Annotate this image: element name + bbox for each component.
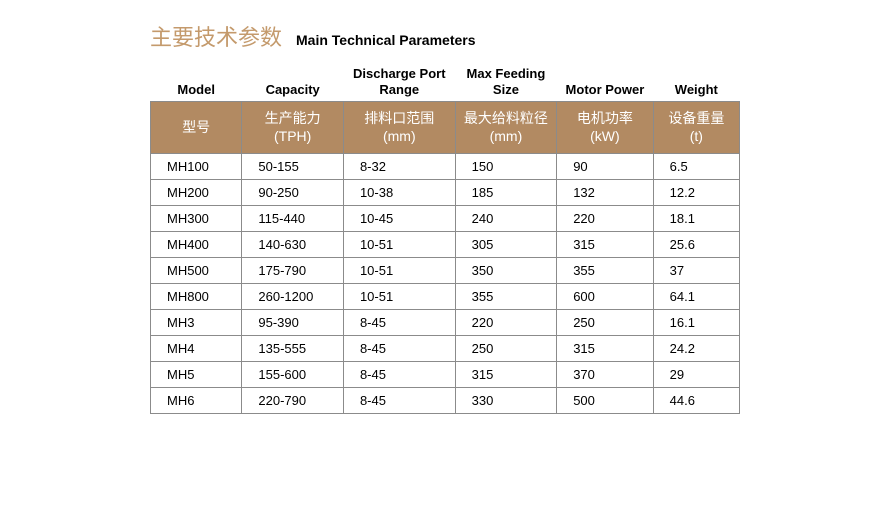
title-chinese: 主要技术参数 xyxy=(150,20,282,52)
table-cell: 350 xyxy=(455,258,557,284)
table-cell: 90 xyxy=(557,154,653,180)
table-cell: 10-38 xyxy=(343,180,455,206)
table-head-chinese: 型号 生产能力(TPH) 排料口范围(mm) 最大给料粒径(mm) 电机功率(k… xyxy=(151,102,740,154)
col-header-capacity: Capacity xyxy=(242,62,344,102)
col-header-cn-capacity: 生产能力(TPH) xyxy=(242,102,344,154)
table-row: MH20090-25010-3818513212.2 xyxy=(151,180,740,206)
spec-table-container: 主要技术参数 Main Technical Parameters Model C… xyxy=(0,20,890,414)
table-cell: MH4 xyxy=(151,336,242,362)
table-row: MH6220-7908-4533050044.6 xyxy=(151,388,740,414)
table-cell: MH200 xyxy=(151,180,242,206)
table-cell: 220-790 xyxy=(242,388,344,414)
table-cell: 500 xyxy=(557,388,653,414)
table-cell: 10-45 xyxy=(343,206,455,232)
table-cell: 330 xyxy=(455,388,557,414)
table-cell: 240 xyxy=(455,206,557,232)
table-cell: 29 xyxy=(653,362,739,388)
table-cell: 8-45 xyxy=(343,310,455,336)
table-cell: 64.1 xyxy=(653,284,739,310)
table-cell: 16.1 xyxy=(653,310,739,336)
table-cell: 24.2 xyxy=(653,336,739,362)
table-cell: 10-51 xyxy=(343,258,455,284)
col-header-model: Model xyxy=(151,62,242,102)
table-cell: 12.2 xyxy=(653,180,739,206)
table-cell: 370 xyxy=(557,362,653,388)
table-cell: 220 xyxy=(557,206,653,232)
table-cell: 44.6 xyxy=(653,388,739,414)
table-cell: 50-155 xyxy=(242,154,344,180)
table-cell: 90-250 xyxy=(242,180,344,206)
table-cell: MH100 xyxy=(151,154,242,180)
table-cell: MH5 xyxy=(151,362,242,388)
table-cell: MH3 xyxy=(151,310,242,336)
title-english: Main Technical Parameters xyxy=(296,32,475,48)
table-row: MH4135-5558-4525031524.2 xyxy=(151,336,740,362)
table-row: MH400140-63010-5130531525.6 xyxy=(151,232,740,258)
table-row: MH395-3908-4522025016.1 xyxy=(151,310,740,336)
col-header-cn-feed: 最大给料粒径(mm) xyxy=(455,102,557,154)
table-cell: 132 xyxy=(557,180,653,206)
table-cell: MH300 xyxy=(151,206,242,232)
table-cell: 315 xyxy=(455,362,557,388)
table-cell: 600 xyxy=(557,284,653,310)
col-header-weight: Weight xyxy=(653,62,739,102)
col-header-feed: Max Feeding Size xyxy=(455,62,557,102)
table-cell: 8-32 xyxy=(343,154,455,180)
table-cell: 315 xyxy=(557,336,653,362)
table-head-english: Model Capacity Discharge Port Range Max … xyxy=(151,62,740,102)
table-cell: 140-630 xyxy=(242,232,344,258)
table-cell: MH6 xyxy=(151,388,242,414)
table-cell: 8-45 xyxy=(343,388,455,414)
title-row: 主要技术参数 Main Technical Parameters xyxy=(150,20,890,52)
table-cell: 115-440 xyxy=(242,206,344,232)
table-cell: 18.1 xyxy=(653,206,739,232)
table-row: MH800260-120010-5135560064.1 xyxy=(151,284,740,310)
table-cell: 175-790 xyxy=(242,258,344,284)
table-cell: 220 xyxy=(455,310,557,336)
col-header-power: Motor Power xyxy=(557,62,653,102)
parameters-table: Model Capacity Discharge Port Range Max … xyxy=(150,62,740,414)
table-cell: 355 xyxy=(557,258,653,284)
col-header-cn-weight: 设备重量(t) xyxy=(653,102,739,154)
table-cell: 8-45 xyxy=(343,336,455,362)
table-cell: 95-390 xyxy=(242,310,344,336)
table-cell: 25.6 xyxy=(653,232,739,258)
table-cell: 135-555 xyxy=(242,336,344,362)
table-cell: 8-45 xyxy=(343,362,455,388)
table-row: MH10050-1558-32150906.5 xyxy=(151,154,740,180)
col-header-cn-discharge: 排料口范围(mm) xyxy=(343,102,455,154)
table-cell: 315 xyxy=(557,232,653,258)
table-cell: 37 xyxy=(653,258,739,284)
table-cell: MH800 xyxy=(151,284,242,310)
table-cell: 10-51 xyxy=(343,232,455,258)
col-header-discharge: Discharge Port Range xyxy=(343,62,455,102)
table-cell: 355 xyxy=(455,284,557,310)
table-row: MH500175-79010-5135035537 xyxy=(151,258,740,284)
table-cell: MH400 xyxy=(151,232,242,258)
table-body: 型号 生产能力(TPH) 排料口范围(mm) 最大给料粒径(mm) 电机功率(k… xyxy=(151,102,740,414)
table-cell: 250 xyxy=(455,336,557,362)
table-row: MH5155-6008-4531537029 xyxy=(151,362,740,388)
col-header-cn-power: 电机功率(kW) xyxy=(557,102,653,154)
table-cell: 155-600 xyxy=(242,362,344,388)
table-cell: 305 xyxy=(455,232,557,258)
table-cell: 10-51 xyxy=(343,284,455,310)
table-cell: 185 xyxy=(455,180,557,206)
table-cell: MH500 xyxy=(151,258,242,284)
col-header-cn-model: 型号 xyxy=(151,102,242,154)
table-cell: 250 xyxy=(557,310,653,336)
table-cell: 150 xyxy=(455,154,557,180)
table-cell: 6.5 xyxy=(653,154,739,180)
table-cell: 260-1200 xyxy=(242,284,344,310)
table-row: MH300115-44010-4524022018.1 xyxy=(151,206,740,232)
